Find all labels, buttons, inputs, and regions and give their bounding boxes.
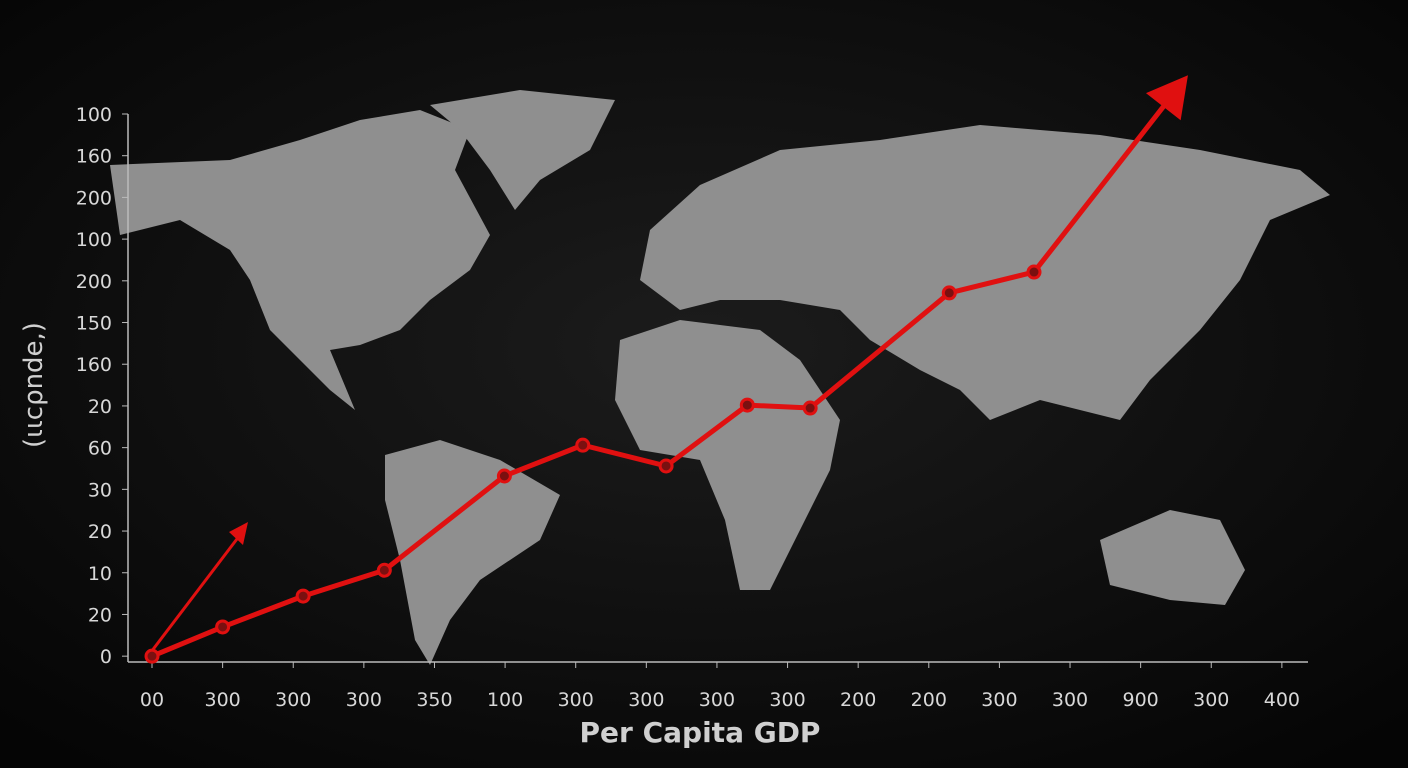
y-tick-label: 20 <box>88 521 112 543</box>
arrow-head <box>1145 75 1188 121</box>
y-tick-label: 150 <box>76 313 112 335</box>
point <box>1026 264 1042 280</box>
y-tick-label: 10 <box>88 563 112 585</box>
y-tick-label: 20 <box>88 396 112 418</box>
x-tick-label: 300 <box>628 689 664 711</box>
point <box>658 458 674 474</box>
x-tick-label: 00 <box>140 689 164 711</box>
y-tick-label: 100 <box>76 104 112 126</box>
point <box>496 468 512 484</box>
x-tick-label: 300 <box>558 689 594 711</box>
y-tick-label: 30 <box>88 479 112 501</box>
series-line <box>151 97 1172 659</box>
x-tick-label: 400 <box>1264 689 1300 711</box>
x-tick-label: 350 <box>416 689 452 711</box>
y-tick-label: 200 <box>76 187 112 209</box>
x-tick-label: 300 <box>1052 689 1088 711</box>
x-tick-label: 100 <box>487 689 523 711</box>
annotation-arrow <box>146 534 242 657</box>
point <box>575 437 591 453</box>
point <box>941 285 957 301</box>
point <box>739 397 755 413</box>
x-tick-label: 300 <box>204 689 240 711</box>
x-axis-label: Per Capita GDP <box>580 716 821 749</box>
annotation-arrow-head <box>229 522 248 545</box>
world-map <box>110 90 1330 665</box>
x-tick-label: 200 <box>840 689 876 711</box>
x-tick-label: 300 <box>346 689 382 711</box>
point <box>295 588 311 604</box>
y-tick-label: 160 <box>76 146 112 168</box>
x-tick-label: 200 <box>911 689 947 711</box>
x-tick-label: 300 <box>1193 689 1229 711</box>
y-tick-label: 60 <box>88 438 112 460</box>
y-tick-label: 20 <box>88 604 112 626</box>
x-tick-label: 300 <box>769 689 805 711</box>
point <box>144 648 160 664</box>
x-tick-label: 300 <box>699 689 735 711</box>
x-tick-label: 300 <box>981 689 1017 711</box>
y-axis-label: (ιιcρnde,) <box>19 322 49 448</box>
x-tick-label: 900 <box>1123 689 1159 711</box>
x-tick-label: 300 <box>275 689 311 711</box>
point <box>376 562 392 578</box>
y-tick-label: 200 <box>76 271 112 293</box>
point <box>215 619 231 635</box>
y-tick-label: 160 <box>76 354 112 376</box>
point <box>802 400 818 416</box>
y-tick-label: 100 <box>76 229 112 251</box>
y-tick-label: 0 <box>100 646 112 668</box>
